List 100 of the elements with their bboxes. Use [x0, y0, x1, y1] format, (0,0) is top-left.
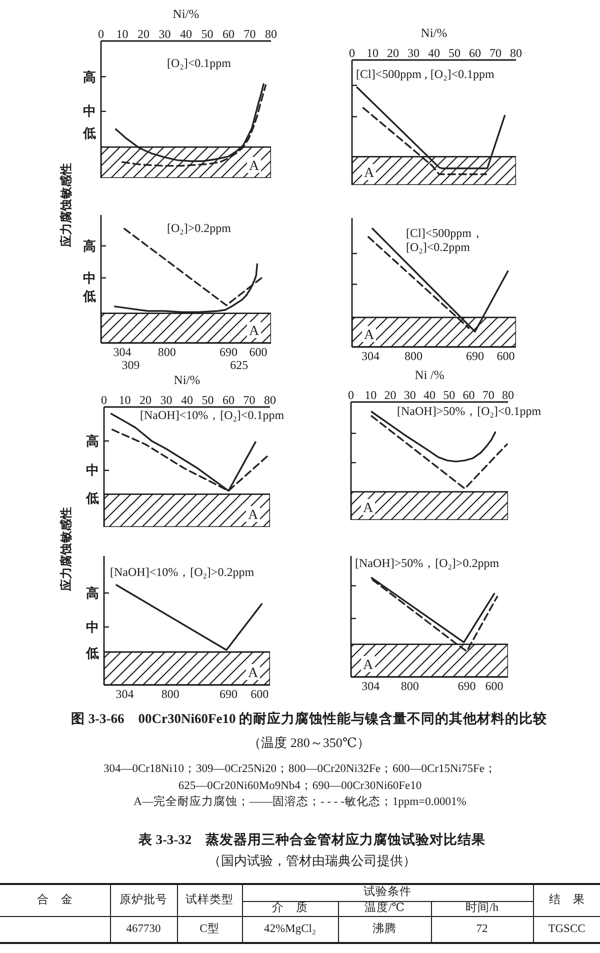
x-tick-label: 30 [408, 46, 420, 60]
text: 图 3-3-66 00Cr30Ni60Fe10 的耐应力腐蚀性能与镍含量不同的其他材料的比较 [70, 711, 548, 726]
x-tick-label: 10 [364, 388, 377, 402]
chart-title: [Cl]<500ppm , [O₂]<0.1ppm [356, 67, 494, 81]
x-tick-label: 40 [428, 46, 440, 60]
text: 800 [158, 345, 176, 359]
text: 中 [86, 462, 99, 478]
x-tick-label: 20 [138, 27, 150, 41]
text: TGSCC [548, 922, 586, 935]
x-tick-label: 30 [158, 27, 171, 41]
text: 800 [404, 349, 422, 363]
text: 304 [362, 679, 380, 693]
x-tick-label: 60 [222, 27, 234, 41]
chart-title: [NaOH]<10%，[O₂]>0.2ppm [110, 565, 254, 579]
text: 试验条件 [364, 886, 412, 898]
x-tick-label: 80 [502, 388, 514, 402]
text: 原炉批号 [120, 894, 168, 906]
text: 304 [116, 687, 134, 701]
text: 304 [113, 345, 132, 359]
x-tick-label: 10 [366, 46, 378, 60]
x-tick-label: 10 [116, 27, 128, 41]
text: （温度 280～350℃） [248, 735, 370, 750]
text: 690 [466, 349, 484, 363]
text: 低 [86, 646, 99, 660]
text: （国内试验，管材由瑞典公司提供） [208, 853, 416, 868]
x-tick-label: 30 [160, 393, 172, 407]
text: 介 质 [272, 902, 308, 914]
text: 中 [83, 104, 96, 119]
text: 高 [86, 433, 99, 448]
x-tick-label: 50 [201, 27, 214, 41]
text: 低 [86, 490, 99, 506]
text: 690 [220, 687, 238, 701]
x-axis-title: Ni/% [420, 26, 448, 41]
x-tick-label: 40 [424, 388, 436, 402]
x-tick-label: 20 [387, 46, 399, 60]
text: 合 金 [36, 894, 73, 906]
text: 304 [361, 349, 380, 363]
chart-title: [NaOH]>50%，[O₂]>0.2ppm [355, 556, 500, 570]
band-label: A [248, 159, 260, 174]
x-tick-label: 0 [101, 393, 107, 407]
x-tick-label: 60 [222, 393, 234, 407]
text: 低 [83, 288, 96, 304]
text: 中 [83, 270, 96, 286]
text: 结 果 [548, 894, 585, 906]
x-tick-label: 60 [469, 46, 481, 60]
text: 42%MgCl₂ [264, 922, 316, 935]
x-axis-title: Ni /% [414, 368, 444, 383]
text: 中 [86, 620, 99, 634]
x-tick-label: 70 [244, 27, 256, 41]
text: 72 [476, 922, 488, 935]
text: 800 [400, 679, 419, 693]
x-tick-label: 20 [140, 393, 152, 407]
x-tick-label: 40 [181, 393, 193, 407]
x-tick-label: 50 [202, 393, 214, 407]
band-label: A [364, 328, 375, 344]
band-label: A [248, 324, 260, 340]
x-tick-label: 50 [443, 388, 456, 402]
x-tick-label: 10 [118, 393, 131, 407]
chart-title: [O₂]<0.1ppm [167, 56, 231, 70]
x-tick-label: 30 [404, 388, 416, 402]
text: 试样类型 [186, 894, 234, 906]
x-axis-title: Ni/% [174, 373, 200, 388]
chart-title: [NaOH]>50%，[O₂]<0.1ppm [397, 404, 542, 418]
x-tick-label: 50 [448, 46, 460, 60]
text: 600 [496, 349, 515, 363]
x-tick-label: 80 [510, 46, 522, 60]
band-label: A [248, 666, 259, 682]
text: 600 [250, 687, 269, 701]
text: A—完全耐应力腐蚀；——固溶态；- - - -敏化态；1ppm=0.0001% [134, 796, 466, 808]
text: 625—0Cr20Ni60Mo9Nb4；690—00Cr30Ni60Fe10 [178, 780, 422, 792]
text: 690 [458, 679, 476, 693]
x-tick-label: 80 [265, 27, 277, 41]
text: 表 3-3-32 蒸发器用三种合金管材应力腐蚀试验对比结果 [138, 832, 486, 847]
chart-title: [O₂]>0.2ppm [167, 221, 231, 235]
text: 时间/h [466, 902, 498, 914]
band-label: A [364, 166, 375, 182]
text: 高 [86, 586, 99, 600]
text: 温度/℃ [364, 902, 405, 914]
x-tick-label: 40 [180, 27, 192, 41]
x-tick-label: 60 [462, 388, 475, 402]
text: 690 [220, 345, 238, 359]
x-tick-label: 0 [98, 27, 104, 41]
text: 高 [83, 69, 96, 84]
text: 467730 [126, 922, 161, 935]
y-axis-title: 应力腐蚀敏感性 [59, 507, 73, 591]
band-label: A [362, 658, 374, 674]
text: 309 [122, 358, 140, 372]
text: 低 [83, 125, 96, 140]
text: 625 [230, 358, 248, 372]
text: 304—0Cr18Ni10；309—0Cr25Ni20；800—0Cr20Ni32Fe；600—0Cr15Ni75Fe； [104, 763, 496, 775]
y-axis-title: 应力腐蚀敏感性 [59, 163, 73, 247]
band-label: A [248, 508, 259, 524]
x-tick-label: 80 [264, 393, 276, 407]
text: 600 [249, 345, 268, 359]
x-tick-label: 0 [349, 46, 355, 60]
text: 沸腾 [372, 922, 396, 935]
band-label: A [362, 501, 374, 516]
text: 800 [161, 687, 180, 701]
chart-title: [Cl]<500ppm，[O₂]<0.2ppm [406, 226, 484, 254]
x-tick-label: 70 [482, 388, 494, 402]
